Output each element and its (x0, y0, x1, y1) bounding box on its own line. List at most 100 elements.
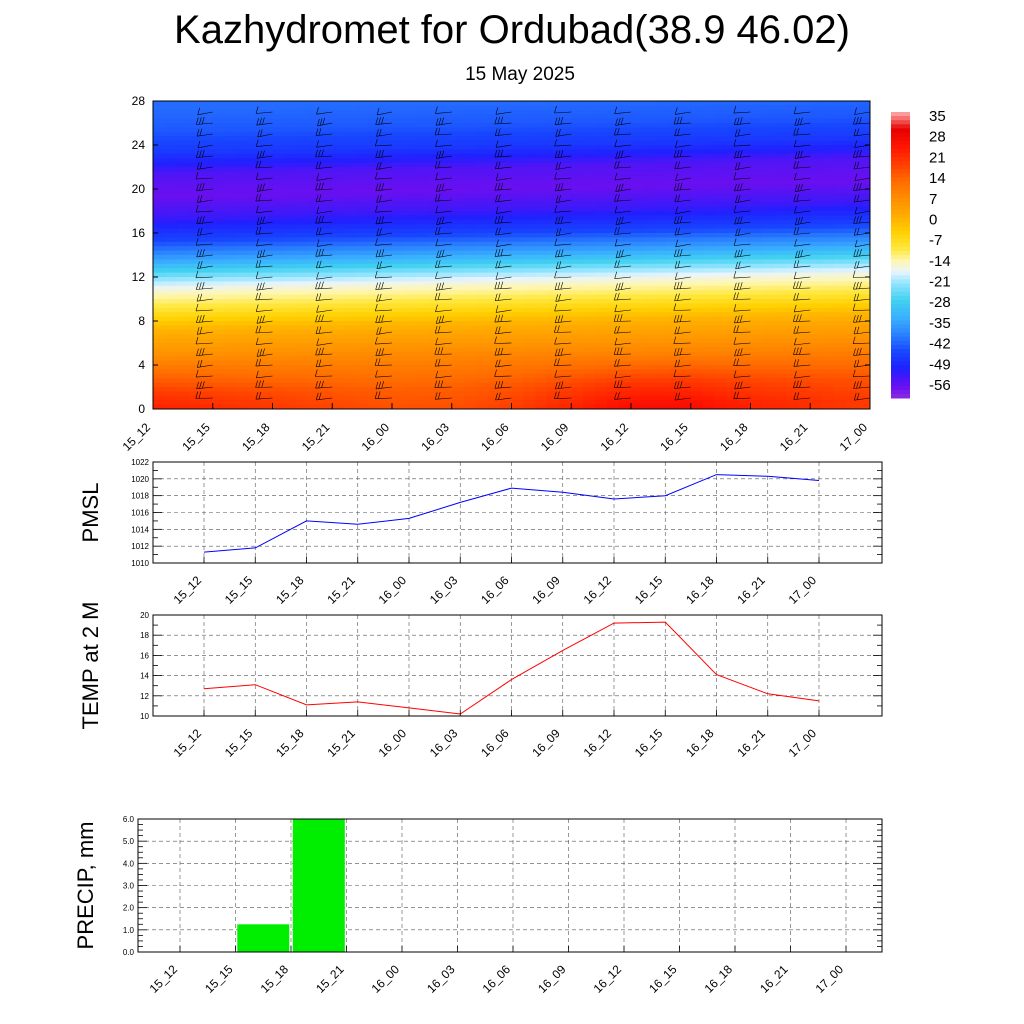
heatmap-cell (714, 259, 728, 265)
wind-barb (195, 205, 213, 213)
heatmap-cell (750, 241, 764, 247)
heatmap-cell (810, 277, 823, 282)
heatmap-cell (380, 193, 393, 199)
heatmap-cell (415, 131, 429, 137)
heatmap-cell (332, 114, 345, 120)
wind-barb (554, 325, 572, 333)
wind-barb (614, 127, 632, 136)
wind-barb (153, 266, 154, 267)
wind-barb (674, 107, 691, 115)
heatmap-cell (547, 140, 560, 146)
heatmap-cell (798, 338, 811, 344)
wind-barb (555, 228, 572, 236)
heatmap-cell (666, 343, 680, 348)
heatmap-cell (415, 259, 429, 265)
heatmap-cell (822, 189, 835, 194)
wind-barb (734, 282, 751, 291)
heatmap-cell (439, 224, 453, 230)
wind-barb (375, 381, 393, 390)
heatmap-cell (153, 140, 166, 146)
wind-barb (674, 359, 691, 368)
heatmap-cell (344, 281, 357, 287)
heatmap-cell (403, 387, 417, 392)
heatmap-cell (595, 343, 608, 348)
heatmap-cell (523, 206, 536, 212)
heatmap-cell (200, 109, 214, 115)
heatmap-cell (798, 373, 811, 379)
heatmap-cell (595, 224, 608, 230)
wind-barb (374, 270, 393, 279)
heatmap-cell (595, 101, 608, 106)
heatmap-cell (200, 202, 214, 208)
heatmap-cell (415, 338, 429, 344)
heatmap-cell (714, 219, 728, 225)
heatmap-cell (595, 246, 608, 252)
heatmap-cell (571, 387, 584, 392)
heatmap-cell (607, 189, 620, 194)
wind-barb (435, 172, 452, 181)
heatmap-cell (463, 246, 477, 252)
heatmap-cell (487, 127, 501, 133)
heatmap-cell (463, 237, 477, 243)
heatmap-cell (153, 343, 166, 348)
heatmap-cell (475, 145, 489, 150)
heatmap-cell (296, 360, 309, 366)
heatmap-cell (475, 299, 489, 304)
heatmap-cell (296, 259, 309, 265)
y-tick-label: 1018 (131, 492, 149, 501)
heatmap-cell (762, 162, 775, 168)
heatmap-cell (559, 211, 572, 216)
heatmap-cell (487, 118, 501, 124)
heatmap-cell (547, 246, 560, 252)
heatmap-cell (344, 294, 357, 300)
heatmap-cell (475, 114, 489, 120)
heatmap-cell (798, 167, 811, 172)
heatmap-cell (176, 241, 190, 247)
heatmap-cell (176, 215, 190, 221)
heatmap-cell (427, 224, 441, 230)
heatmap-cell (762, 180, 775, 186)
heatmap-cell (583, 299, 596, 304)
heatmap-cell (332, 343, 345, 348)
heatmap-cell (344, 351, 357, 357)
heatmap-cell (296, 338, 309, 344)
heatmap-cell (619, 193, 632, 199)
heatmap-cell (176, 180, 190, 186)
heatmap-cell (858, 109, 870, 115)
heatmap-cell (738, 263, 752, 269)
heatmap-cell (499, 387, 513, 392)
heatmap-cell (200, 233, 214, 238)
heatmap-cell (678, 109, 692, 115)
heatmap-cell (798, 347, 811, 353)
heatmap-cell (487, 303, 501, 309)
heatmap-cell (308, 369, 321, 375)
heatmap-cell (511, 316, 525, 322)
heatmap-cell (846, 219, 859, 225)
heatmap-cell (738, 140, 752, 146)
heatmap-cell (798, 211, 811, 216)
colorbar-swatch (891, 291, 910, 297)
heatmap-cell (619, 206, 632, 212)
heatmap-cell (654, 294, 668, 300)
heatmap-cell (439, 136, 453, 142)
heatmap-cell (272, 395, 286, 401)
heatmap-cell (380, 303, 393, 309)
heatmap-cell (272, 351, 286, 357)
heatmap-cell (678, 189, 692, 194)
heatmap-cell (726, 202, 740, 208)
wind-barb (196, 149, 213, 158)
heatmap-cell (487, 316, 501, 322)
wind-barb (495, 107, 512, 115)
heatmap-cell (595, 219, 608, 225)
heatmap-cell (356, 105, 369, 111)
heatmap-cell (822, 263, 835, 269)
heatmap-cell (403, 290, 417, 296)
heatmap-cell (774, 109, 787, 115)
heatmap-cell (654, 369, 668, 375)
heatmap-cell (260, 241, 274, 247)
heatmap-cell (798, 158, 811, 164)
heatmap-cell (200, 250, 214, 256)
heatmap-cell (356, 277, 369, 282)
heatmap-cell (164, 321, 178, 326)
